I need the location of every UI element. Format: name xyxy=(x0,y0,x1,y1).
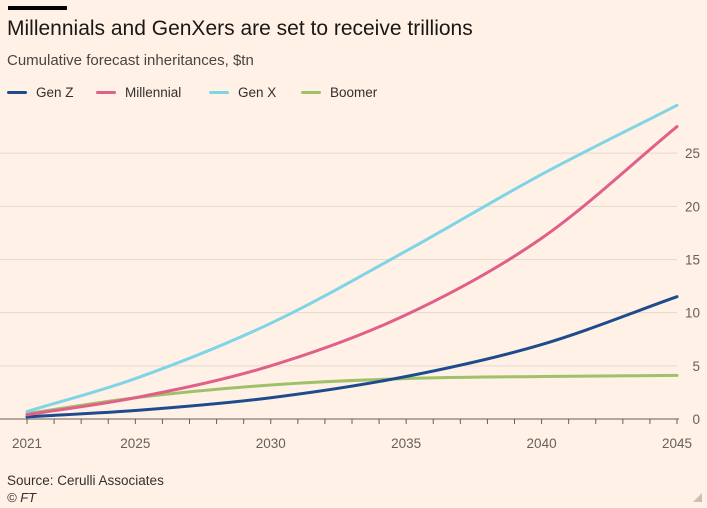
x-tick-label: 2035 xyxy=(391,436,421,451)
chart-subtitle: Cumulative forecast inheritances, $tn xyxy=(7,52,254,69)
legend-swatch-gen-x xyxy=(209,91,229,94)
y-tick-label: 0 xyxy=(692,412,700,427)
legend-item-gen-x: Gen X xyxy=(209,85,276,100)
series-line-millennial xyxy=(25,125,679,417)
legend-label-gen-x: Gen X xyxy=(238,85,277,100)
brand-bar xyxy=(8,6,67,10)
resize-handle-icon[interactable] xyxy=(693,493,702,502)
legend-swatch-boomer xyxy=(301,91,321,94)
y-tick-label: 20 xyxy=(685,199,700,214)
x-tick-label: 2021 xyxy=(12,436,42,451)
x-tick-label: 2040 xyxy=(527,436,557,451)
x-tick-label: 2045 xyxy=(662,436,692,451)
copyright: © FT xyxy=(7,490,37,505)
source-note: Source: Cerulli Associates xyxy=(7,473,164,488)
series-line-gen-x xyxy=(25,103,679,414)
y-tick-label: 25 xyxy=(685,146,700,161)
legend-item-boomer: Boomer xyxy=(301,85,377,100)
y-tick-label: 10 xyxy=(685,306,700,321)
legend-item-millennial: Millennial xyxy=(96,85,181,100)
legend-swatch-gen-z xyxy=(7,91,27,94)
y-tick-label: 5 xyxy=(692,359,700,374)
legend-label-boomer: Boomer xyxy=(330,85,378,100)
series-line-gen-z xyxy=(25,295,679,419)
x-tick-label: 2030 xyxy=(256,436,286,451)
legend-swatch-millennial xyxy=(96,91,116,94)
x-tick-label: 2025 xyxy=(120,436,150,451)
legend-item-gen-z: Gen Z xyxy=(7,85,74,100)
legend-label-gen-z: Gen Z xyxy=(36,85,74,100)
legend-label-millennial: Millennial xyxy=(125,85,182,100)
y-tick-label: 15 xyxy=(685,253,700,268)
chart-title: Millennials and GenXers are set to recei… xyxy=(7,17,473,40)
